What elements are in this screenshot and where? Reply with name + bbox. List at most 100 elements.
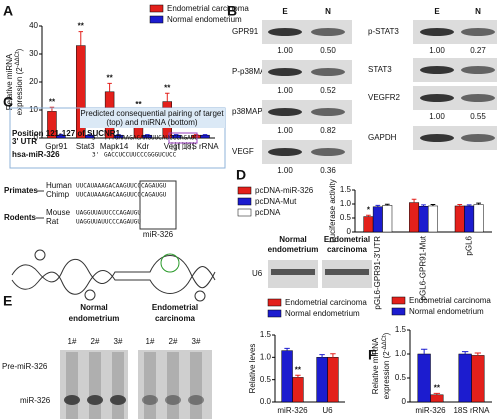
legend-label: Normal endometrium [409, 307, 484, 316]
error-bar [476, 202, 481, 205]
species-sequence: UUCAUAAAGACAAGUUCCCAGAUGU [76, 192, 167, 199]
error-bar [295, 374, 301, 378]
gel-lane [66, 352, 78, 419]
y-axis-label: expression (2-ΔΔCt) [382, 332, 392, 399]
legend-label: Endometrial carcinoma [167, 4, 249, 13]
gel-band [110, 395, 126, 405]
legend-label: pcDNA [255, 208, 281, 217]
target-label: Position 121-127 of SUCNR1 [12, 129, 121, 138]
error-bar [87, 134, 92, 136]
legend-swatch [237, 197, 252, 206]
error-bar [366, 214, 371, 217]
bar [417, 353, 431, 403]
group-header: endometrium [268, 245, 319, 254]
bar [409, 202, 420, 233]
significance: ** [49, 97, 56, 106]
seed-box [168, 132, 198, 144]
error-bar [202, 134, 208, 136]
blot-band [268, 108, 302, 116]
x-tick-label: pGL6-GPR91-Mut [419, 235, 428, 300]
panel-letter: E [3, 293, 12, 309]
blot-band [268, 148, 302, 156]
y-tick-label: 10 [29, 105, 38, 114]
y-axis-label: Luciferase activity [328, 179, 337, 243]
error-bar [420, 348, 428, 354]
blot-value: 0.55 [470, 112, 486, 121]
blot-value: 1.00 [277, 46, 293, 55]
bar [430, 394, 444, 403]
bar [200, 134, 210, 139]
blot-label: GPR91 [232, 27, 259, 36]
error-bar [319, 354, 325, 358]
mirna-sequence: GACCUCCUUCCCGGGUCUCC [104, 152, 177, 159]
group-header: Endometrial [324, 235, 370, 244]
x-tick-label: U6 [322, 406, 333, 415]
blot-band [325, 269, 369, 275]
blot-band [311, 148, 345, 156]
blot-band [311, 28, 345, 36]
species-group: Rodents [4, 213, 37, 222]
blot-value: 0.82 [320, 126, 336, 135]
significance: ** [434, 383, 441, 392]
lane-label: 2# [169, 337, 178, 346]
blot-band [461, 66, 495, 74]
y-axis-label: expression (2-ΔΔCt) [15, 48, 25, 115]
species-name: Chimp [46, 190, 70, 199]
blot-band [420, 134, 454, 142]
x-tick-label: Gpr91 [45, 142, 68, 151]
bar [473, 204, 484, 233]
legend-swatch [237, 208, 252, 217]
legend-swatch [237, 186, 252, 195]
significance: ** [135, 100, 142, 109]
blot-label: p38MAPK [232, 107, 269, 116]
error-bar [457, 204, 463, 206]
blot-band [420, 66, 454, 74]
error-bar [116, 134, 121, 136]
species-sequence: UUCAUAAAGACAAGUUCCCAGAUGU [76, 183, 167, 190]
error-bar [411, 198, 417, 203]
panel-letter: D [236, 167, 246, 183]
gel-band [188, 395, 204, 405]
panel-letter: B [227, 3, 237, 19]
species-group: Primates [4, 186, 38, 195]
alignment-header: (top) and miRNA (bottom) [106, 118, 197, 127]
alignment-header: Predicted consequential pairing of targe… [80, 109, 224, 118]
error-bar [384, 203, 390, 206]
error-bar [165, 92, 170, 102]
lane-label: 2# [91, 337, 100, 346]
species-name: Human [46, 181, 72, 190]
blot-band [420, 28, 454, 36]
gel-lane [112, 352, 124, 419]
y-tick-label: 1.5 [340, 185, 352, 194]
blot-value: 1.00 [277, 86, 293, 95]
blot-value: 1.00 [277, 166, 293, 175]
site-box [139, 180, 177, 230]
blot-value: 0.36 [320, 166, 336, 175]
y-axis-label: Relative leves [248, 344, 257, 394]
mirna-label: hsa-miR-326 [12, 150, 60, 159]
lane-header: E [282, 7, 288, 16]
lane-label: 3# [192, 337, 201, 346]
gel-band [64, 395, 80, 405]
gel-lane [144, 352, 156, 419]
error-bar [461, 351, 469, 354]
blot-band [268, 68, 302, 76]
bar [454, 205, 465, 233]
legend-swatch [267, 309, 282, 318]
bar [372, 206, 383, 233]
significance: ** [106, 74, 113, 83]
gel-lane [89, 352, 101, 419]
gel-band [142, 395, 158, 405]
blot-value: 1.00 [277, 126, 293, 135]
blot-label: GAPDH [368, 133, 397, 142]
blot-label: P-p38MAPK [232, 67, 277, 76]
blot-band [461, 94, 495, 102]
bar [363, 216, 374, 233]
target-label: 3' UTR [12, 137, 37, 146]
legend-label: Endometrial carcinoma [409, 296, 491, 305]
blot-label: U6 [252, 269, 263, 278]
y-tick-label: 1.0 [340, 199, 352, 208]
significance: ** [78, 22, 85, 31]
group-header: Endometrial [152, 303, 198, 312]
alignment-header-bg [80, 108, 225, 128]
